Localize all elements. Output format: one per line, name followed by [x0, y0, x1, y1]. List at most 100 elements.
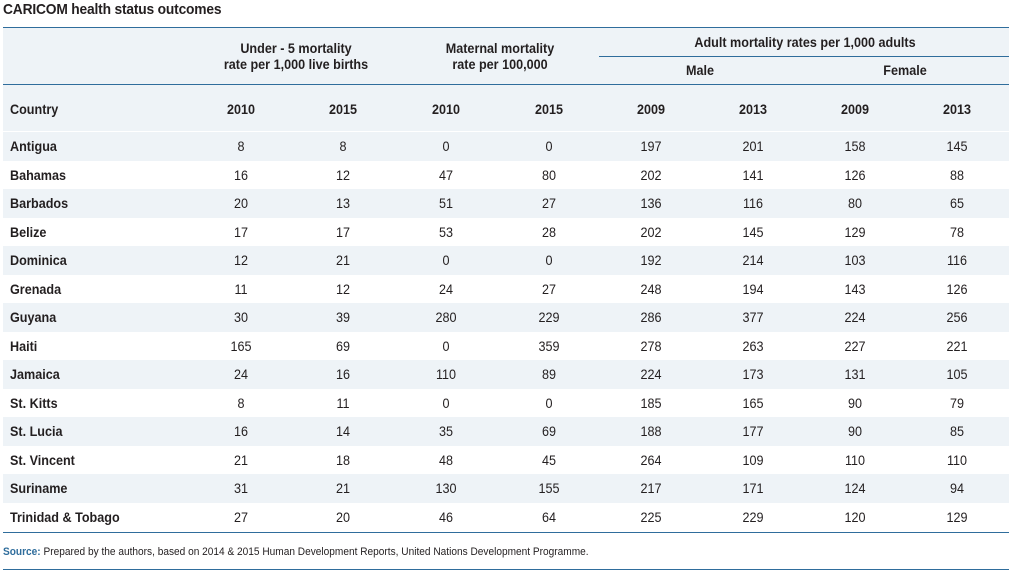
value-cell: 359 [538, 337, 560, 354]
group-header-maternal: Maternal mortality rate per 100,000 [445, 40, 555, 72]
value-cell: 51 [438, 195, 454, 211]
value-cell: 225 [640, 508, 662, 525]
value-cell: 12 [335, 280, 351, 297]
value-cell: 28 [541, 223, 557, 240]
country-cell: Trinidad & Tobago [10, 508, 120, 525]
value-cell: 264 [640, 451, 662, 468]
value-cell: 224 [640, 366, 662, 382]
value-cell: 177 [742, 423, 764, 439]
value-cell: 11 [234, 280, 248, 297]
value-cell: 201 [742, 138, 764, 154]
value-cell: 278 [640, 337, 662, 354]
value-cell: 130 [435, 480, 457, 496]
value-cell: 110 [844, 451, 866, 468]
value-cell: 202 [640, 223, 662, 240]
value-cell: 24 [438, 280, 454, 297]
value-cell: 12 [233, 252, 249, 268]
value-cell: 64 [541, 508, 557, 525]
table-row: Haiti 165 69 0 359 278 263 227 221 [3, 332, 1009, 361]
table-body: Antigua 8 8 0 0 197 201 158 145 Bahamas … [3, 132, 1009, 531]
country-cell: Jamaica [10, 366, 60, 382]
table-row: Suriname 31 21 130 155 217 171 124 94 [3, 474, 1009, 503]
value-cell: 143 [844, 280, 866, 297]
source-label: Source: [3, 546, 41, 558]
value-cell: 116 [742, 195, 764, 211]
value-cell: 124 [844, 480, 866, 496]
value-cell: 53 [438, 223, 454, 240]
table-row: St. Lucia 16 14 35 69 188 177 90 85 [3, 417, 1009, 446]
table-row: Grenada 11 12 24 27 248 194 143 126 [3, 275, 1009, 304]
country-cell: Suriname [10, 480, 68, 496]
value-cell: 202 [640, 166, 662, 183]
value-cell: 88 [949, 166, 965, 183]
header-background [3, 28, 1009, 131]
value-cell: 185 [640, 394, 662, 411]
value-cell: 14 [335, 423, 351, 439]
value-cell: 30 [233, 309, 249, 325]
country-cell: Bahamas [10, 166, 67, 183]
value-cell: 13 [335, 195, 351, 211]
value-cell: 35 [438, 423, 454, 439]
value-cell: 224 [844, 309, 866, 325]
column-header-year: 2015 [328, 101, 358, 117]
subgroup-header-male: Male [685, 62, 715, 78]
value-cell: 0 [545, 394, 553, 411]
value-cell: 145 [742, 223, 764, 240]
value-cell: 17 [233, 223, 249, 240]
country-cell: Dominica [10, 252, 67, 268]
table-top-rule [3, 27, 1009, 28]
value-cell: 90 [847, 423, 863, 439]
value-cell: 105 [946, 366, 968, 382]
table-row: Belize 17 17 53 28 202 145 129 78 [3, 218, 1009, 247]
table-row: St. Kitts 8 11 0 0 185 165 90 79 [3, 389, 1009, 418]
value-cell: 126 [946, 280, 968, 297]
value-cell: 27 [233, 508, 249, 525]
country-cell: St. Lucia [10, 423, 63, 439]
value-cell: 12 [335, 166, 351, 183]
value-cell: 0 [545, 138, 553, 154]
value-cell: 0 [545, 252, 553, 268]
country-cell: Barbados [10, 195, 69, 211]
value-cell: 110 [946, 451, 968, 468]
value-cell: 80 [847, 195, 863, 211]
footer-rule [3, 569, 1009, 570]
value-cell: 110 [435, 366, 457, 382]
value-cell: 27 [541, 280, 557, 297]
value-cell: 126 [844, 166, 866, 183]
value-cell: 136 [640, 195, 662, 211]
column-header-year: 2009 [636, 101, 666, 117]
value-cell: 129 [946, 508, 968, 525]
value-cell: 103 [844, 252, 866, 268]
value-cell: 8 [339, 138, 347, 154]
table-row: Guyana 30 39 280 229 286 377 224 256 [3, 303, 1009, 332]
table-row: St. Vincent 21 18 48 45 264 109 110 110 [3, 446, 1009, 475]
value-cell: 377 [742, 309, 764, 325]
value-cell: 173 [742, 366, 764, 382]
adult-group-rule [599, 56, 1009, 57]
value-cell: 21 [233, 451, 249, 468]
table-row: Dominica 12 21 0 0 192 214 103 116 [3, 246, 1009, 275]
value-cell: 31 [233, 480, 249, 496]
value-cell: 197 [640, 138, 662, 154]
group-header-adult: Adult mortality rates per 1,000 adults [694, 34, 916, 50]
value-cell: 39 [335, 309, 351, 325]
table-row: Bahamas 16 12 47 80 202 141 126 88 [3, 161, 1009, 190]
value-cell: 89 [541, 366, 557, 382]
value-cell: 0 [442, 252, 450, 268]
value-cell: 229 [538, 309, 560, 325]
value-cell: 109 [742, 451, 764, 468]
subgroup-header-female: Female [883, 62, 927, 78]
value-cell: 227 [844, 337, 866, 354]
value-cell: 16 [233, 166, 249, 183]
column-header-year: 2010 [226, 101, 256, 117]
value-cell: 280 [435, 309, 457, 325]
value-cell: 79 [949, 394, 965, 411]
value-cell: 45 [541, 451, 557, 468]
value-cell: 85 [949, 423, 965, 439]
column-header-country: Country [10, 101, 59, 117]
value-cell: 116 [946, 252, 968, 268]
value-cell: 24 [233, 366, 249, 382]
value-cell: 165 [230, 337, 252, 354]
value-cell: 16 [233, 423, 249, 439]
value-cell: 16 [335, 366, 351, 382]
